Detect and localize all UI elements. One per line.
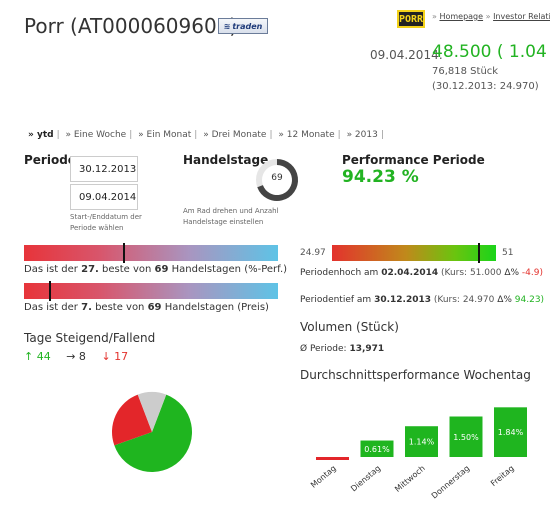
weekday-value-label: 0.61% bbox=[364, 445, 390, 454]
handelstage-hint: Am Rad drehen und Anzahl Handelstage ein… bbox=[183, 207, 279, 226]
performance-value: 94.23 % bbox=[342, 167, 419, 187]
volumen-average: Ø Periode: 13,971 bbox=[300, 344, 385, 354]
quote-date: 09.04.2014: bbox=[370, 48, 443, 62]
weekday-chart-title: Durchschnittsperformance Wochentag bbox=[300, 368, 531, 382]
tage-counts: ↑ 44 → 8 ↓ 17 bbox=[24, 350, 128, 363]
rank-perf-bar bbox=[24, 243, 278, 263]
company-logo[interactable]: PORR bbox=[397, 10, 425, 28]
period-tab-week[interactable]: » Eine Woche bbox=[65, 130, 127, 140]
days-flat-count: → 8 bbox=[66, 350, 86, 363]
rank-price-marker bbox=[49, 281, 52, 301]
performance-label: Performance Periode bbox=[342, 153, 485, 167]
dial-arc bbox=[257, 159, 298, 201]
pie-slice-up bbox=[114, 394, 192, 472]
range-low-value: 24.97 bbox=[300, 248, 326, 258]
link-separator: » bbox=[485, 12, 491, 21]
period-low-line: Periodentief am 30.12.2013 (Kurs: 24.970… bbox=[300, 295, 545, 305]
weekday-bar-mittwoch bbox=[405, 426, 438, 457]
range-high-value: 51 bbox=[502, 248, 514, 258]
days-up-count: ↑ 44 bbox=[24, 350, 51, 363]
period-tab-ytd[interactable]: » ytd bbox=[28, 130, 54, 140]
weekday-category-label: Donnerstag bbox=[430, 464, 472, 501]
period-nav: » ytd | » Eine Woche | » Ein Monat | » Drei… bbox=[28, 130, 384, 140]
end-date-field[interactable]: 09.04.2014 bbox=[70, 184, 138, 210]
rank-perf-text: Das ist der 27. beste von 69 Handelstage… bbox=[24, 264, 288, 275]
investor-relation-link[interactable]: Investor Relation bbox=[493, 12, 550, 21]
quote-price: 48.500 ( 1.04 % bbox=[432, 42, 550, 62]
link-separator: » bbox=[432, 12, 437, 21]
rank-perf-marker bbox=[123, 243, 126, 263]
weekday-category-label: Freitag bbox=[489, 464, 516, 489]
weekday-category-label: Montag bbox=[309, 464, 338, 490]
period-high-line: Periodenhoch am 02.04.2014 (Kurs: 51.000… bbox=[300, 268, 543, 278]
volumen-label: Volumen (Stück) bbox=[300, 320, 399, 334]
weekday-category-label: Mittwoch bbox=[393, 464, 427, 494]
weekday-bar-dienstag bbox=[360, 440, 394, 457]
periode-label: Periode bbox=[24, 153, 76, 167]
weekday-bar-chart: Montag 0.61% Dienstag 1.14% Mittwoch 1.50% Don… bbox=[309, 407, 527, 501]
page-title: Porr (AT0000609607) bbox=[24, 14, 238, 38]
trade-button[interactable]: ≋ traden bbox=[218, 18, 268, 34]
quote-reference: (30.12.2013: 24.970) bbox=[432, 81, 539, 92]
trade-button-label: traden bbox=[232, 21, 263, 31]
weekday-value-label: 1.50% bbox=[453, 433, 479, 442]
weekday-bar-montag bbox=[316, 457, 349, 460]
days-down-count: ↓ 17 bbox=[101, 350, 129, 363]
periode-hint: Start-/Enddatum der Periode wählen bbox=[70, 213, 142, 232]
period-tab-month[interactable]: » Ein Monat bbox=[138, 130, 192, 140]
weekday-value-label: 1.84% bbox=[498, 428, 524, 437]
trade-icon: ≋ bbox=[223, 21, 231, 31]
homepage-link[interactable]: Homepage bbox=[439, 12, 484, 21]
handelstage-value: 69 bbox=[271, 173, 283, 183]
period-tab-2013[interactable]: » 2013 bbox=[346, 130, 378, 140]
handelstage-label: Handelstage bbox=[183, 153, 269, 167]
rank-price-bar bbox=[24, 281, 278, 301]
range-bar bbox=[332, 243, 496, 263]
weekday-bar-freitag bbox=[494, 407, 527, 457]
top-links: » Homepage » Investor Relation bbox=[432, 12, 550, 21]
rank-price-text: Das ist der 7. beste von 69 Handelstagen… bbox=[24, 302, 269, 313]
weekday-value-label: 1.14% bbox=[409, 438, 435, 447]
tage-label: Tage Steigend/Fallend bbox=[24, 331, 156, 345]
range-marker bbox=[477, 243, 480, 263]
period-tab-twelve-months[interactable]: » 12 Monate bbox=[278, 130, 335, 140]
weekday-bar-donnerstag bbox=[449, 416, 483, 457]
days-pie-chart bbox=[112, 392, 192, 472]
pie-slice-down bbox=[112, 394, 152, 446]
weekday-category-label: Dienstag bbox=[349, 464, 382, 494]
pie-slice-flat bbox=[137, 392, 167, 432]
start-date-field[interactable]: 30.12.2013 bbox=[70, 156, 138, 182]
quote-volume: 76,818 Stück bbox=[432, 66, 499, 77]
handelstage-dial[interactable] bbox=[254, 157, 300, 203]
period-tab-three-months[interactable]: » Drei Monate bbox=[203, 130, 267, 140]
